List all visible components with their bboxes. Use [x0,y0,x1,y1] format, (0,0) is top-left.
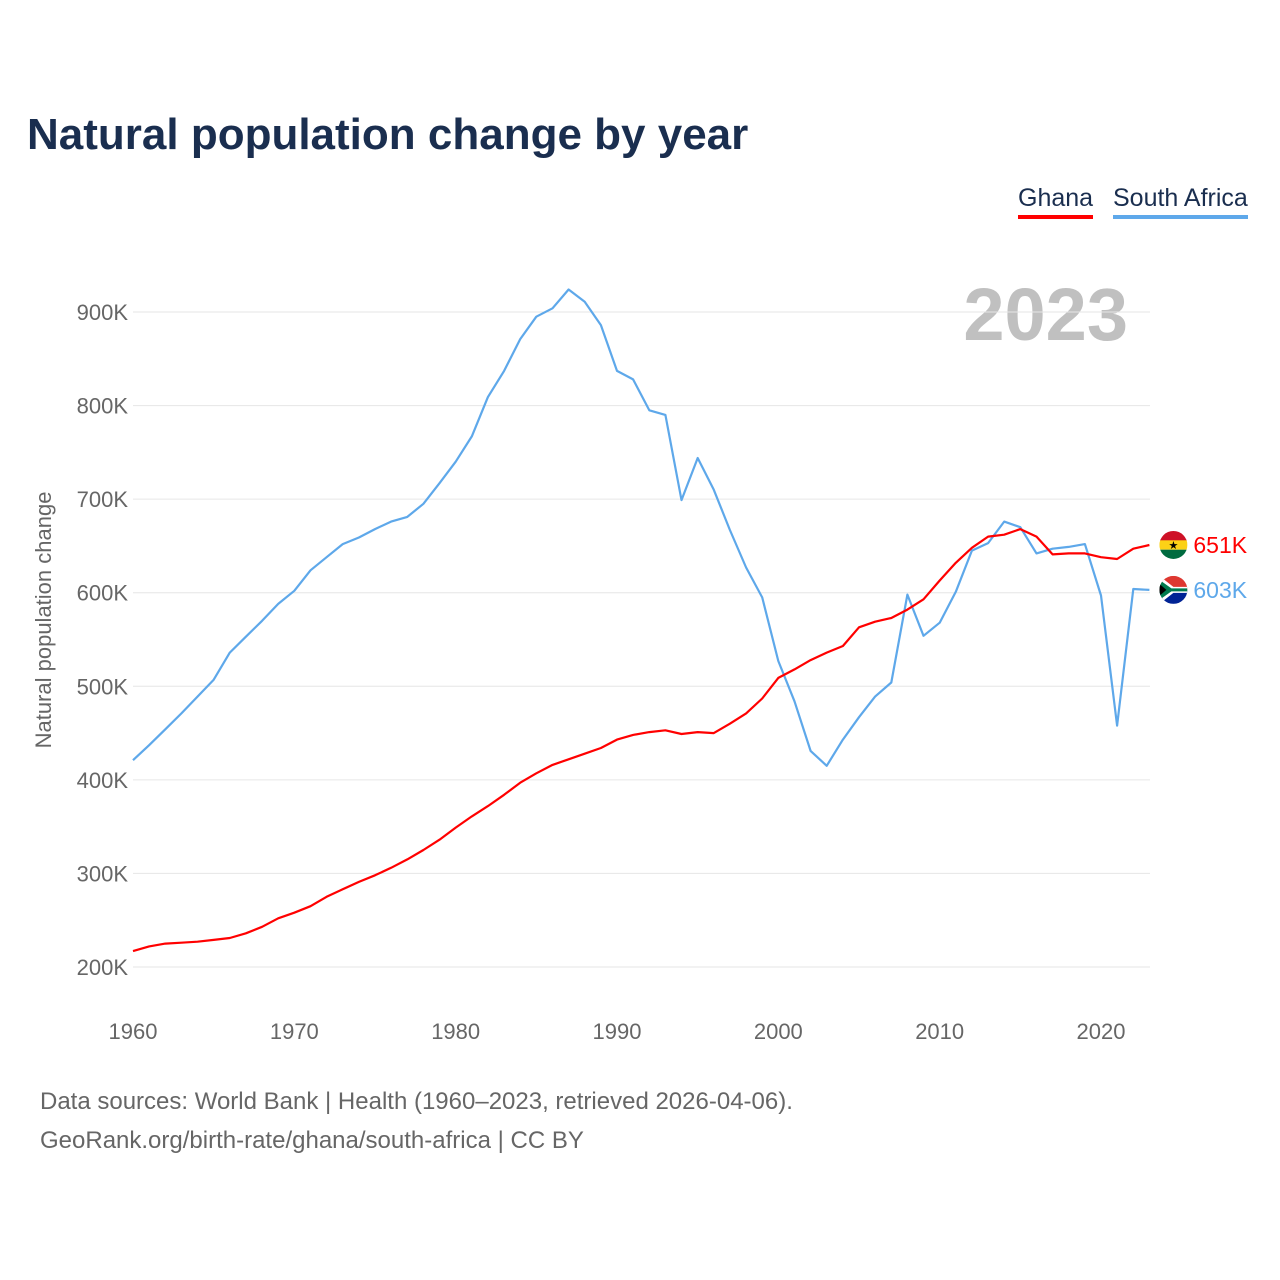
ghana-flag-icon: ★ [1159,530,1188,559]
y-tick-label: 400K [77,768,129,793]
y-axis-label: Natural population change [31,492,56,749]
y-tick-label: 200K [77,955,129,980]
y-tick-label: 500K [77,674,129,699]
x-tick-label: 1960 [109,1019,158,1044]
y-tick-label: 600K [77,581,129,606]
south-africa-flag-icon [1159,575,1188,604]
y-tick-label: 700K [77,487,129,512]
x-tick-label: 2020 [1077,1019,1126,1044]
series-line-ghana [132,527,1150,953]
svg-text:★: ★ [1168,540,1178,552]
x-tick-label: 2000 [754,1019,803,1044]
end-value-label: 603K [1193,577,1247,603]
legend-south-africa[interactable]: South Africa [1113,184,1248,219]
footer-sources: Data sources: World Bank | Health (1960–… [40,1088,793,1115]
y-tick-label: 900K [77,300,129,325]
footer-credit[interactable]: GeoRank.org/birth-rate/ghana/south-afric… [40,1127,584,1154]
y-tick-label: 800K [77,394,129,419]
x-tick-label: 1980 [431,1019,480,1044]
y-tick-label: 300K [77,861,129,886]
x-tick-label: 2010 [915,1019,964,1044]
series-line-south-africa [132,288,1150,767]
legend-ghana[interactable]: Ghana [1018,184,1094,219]
x-tick-label: 1990 [593,1019,642,1044]
chart-title: Natural population change by year [27,110,749,159]
year-watermark: 2023 [963,273,1128,356]
x-tick-label: 1970 [270,1019,319,1044]
end-value-label: 651K [1193,532,1247,558]
